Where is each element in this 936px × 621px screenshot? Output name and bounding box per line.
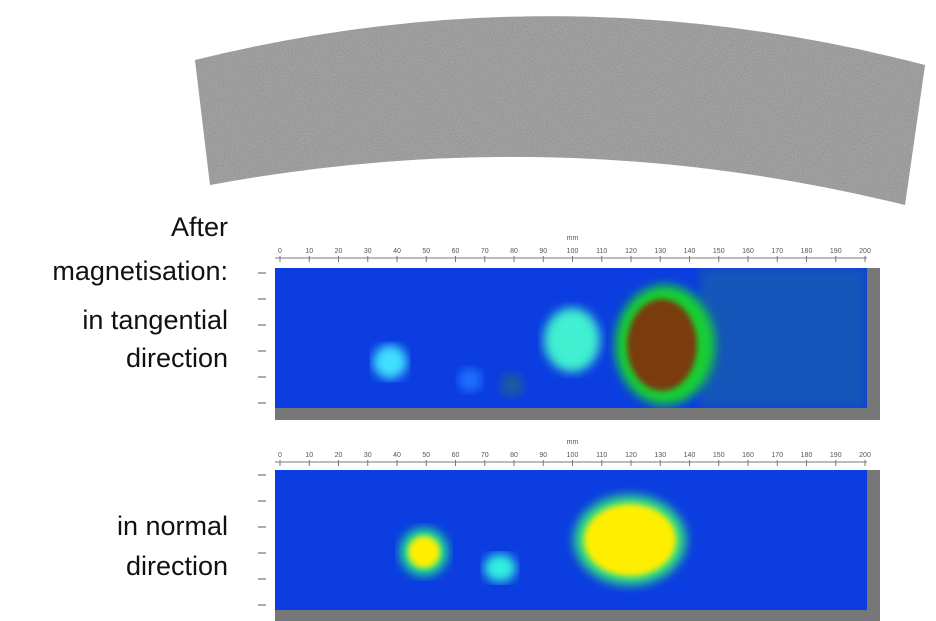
tick-label: 160 (742, 248, 754, 255)
tick-label: 50 (422, 452, 430, 459)
tick-label: 80 (510, 248, 518, 255)
tick-label: 180 (801, 452, 813, 459)
tick-label: 90 (539, 248, 547, 255)
tick-label: 40 (393, 248, 401, 255)
tick-label: 120 (625, 452, 637, 459)
tick-label: 110 (596, 452, 607, 459)
tick-label: 130 (654, 248, 666, 255)
tick-label: 50 (422, 248, 430, 255)
unit-label: mm (567, 439, 579, 446)
page: mm01020304050607080901001101201301401501… (0, 0, 936, 621)
heatmap-normal (275, 462, 880, 621)
tick-label: 20 (335, 452, 343, 459)
tick-label: 10 (305, 452, 313, 459)
label: direction (126, 343, 228, 374)
tick-label: 40 (393, 452, 401, 459)
tick-label: 100 (567, 452, 579, 459)
tick-label: 170 (771, 452, 783, 459)
tick-label: 100 (567, 248, 579, 255)
label: in normal (117, 511, 228, 542)
tick-label: 140 (684, 248, 696, 255)
tick-label: 150 (713, 452, 725, 459)
label: After (171, 212, 228, 243)
tick-label: 160 (742, 452, 754, 459)
tick-label: 70 (481, 452, 489, 459)
tick-label: 170 (771, 248, 783, 255)
tick-label: 30 (364, 248, 372, 255)
tick-label: 10 (305, 248, 313, 255)
tick-label: 60 (452, 452, 460, 459)
unit-label: mm (567, 235, 579, 242)
tick-label: 200 (859, 452, 871, 459)
tick-label: 80 (510, 452, 518, 459)
tick-label: 140 (684, 452, 696, 459)
tick-label: 90 (539, 452, 547, 459)
tick-label: 190 (830, 452, 842, 459)
tick-label: 180 (801, 248, 813, 255)
label: direction (126, 551, 228, 582)
tick-label: 0 (278, 452, 282, 459)
tick-label: 0 (278, 248, 282, 255)
tick-label: 30 (364, 452, 372, 459)
tick-label: 190 (830, 248, 842, 255)
metal-sample (195, 16, 925, 205)
label: in tangential (82, 305, 228, 336)
tick-label: 130 (654, 452, 666, 459)
tick-label: 200 (859, 248, 871, 255)
tick-label: 70 (481, 248, 489, 255)
heatmap-tangential (275, 258, 880, 420)
tick-label: 20 (335, 248, 343, 255)
label: magnetisation: (52, 256, 228, 287)
tick-label: 150 (713, 248, 725, 255)
tick-label: 110 (596, 248, 607, 255)
tick-label: 60 (452, 248, 460, 255)
tick-label: 120 (625, 248, 637, 255)
